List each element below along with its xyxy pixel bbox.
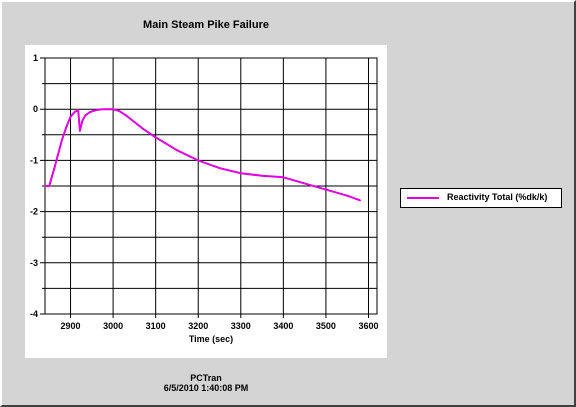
series-line (45, 108, 361, 202)
data-point (261, 174, 264, 177)
data-point (97, 108, 100, 111)
data-point (154, 136, 157, 139)
chart-title: Main Steam Pike Failure (143, 19, 269, 31)
data-point (114, 108, 117, 111)
x-tick-label: 3100 (146, 321, 166, 331)
data-point (53, 167, 56, 170)
data-point (141, 127, 144, 130)
x-tick-label: 3500 (316, 321, 336, 331)
data-point (77, 109, 80, 112)
data-point (303, 182, 306, 185)
data-point (65, 126, 68, 129)
footer-timestamp: 6/5/2010 1:40:08 PM (163, 383, 249, 393)
plot-area: -4 -3 -2 -1 0 1 2900 3000 3100 3200 3300 3400 3500 36… (25, 45, 387, 358)
data-point (88, 111, 91, 114)
data-point (324, 188, 327, 191)
data-point (105, 108, 108, 111)
data-point (50, 177, 53, 180)
y-tick-label: -2 (30, 207, 38, 217)
x-tick-label: 3400 (273, 321, 293, 331)
legend-swatch (407, 197, 439, 199)
data-point (56, 154, 59, 157)
data-point (282, 176, 285, 179)
data-point (109, 108, 112, 111)
legend-label: Reactivity Total (%dk/k) (447, 192, 548, 202)
x-tick-label: 3000 (103, 321, 123, 331)
data-point (239, 172, 242, 175)
y-tick-label: 0 (33, 104, 38, 114)
data-point (218, 167, 221, 170)
data-point (78, 129, 81, 132)
data-point (175, 149, 178, 152)
data-point (44, 185, 46, 187)
y-tick-label: -3 (30, 258, 38, 268)
data-point (101, 108, 104, 111)
data-point (124, 114, 127, 117)
data-point (73, 110, 76, 113)
legend: Reactivity Total (%dk/k) (400, 188, 562, 208)
x-tick-label: 2900 (61, 321, 81, 331)
y-tick-label: -1 (30, 155, 38, 165)
x-tick-label: 3300 (231, 321, 251, 331)
data-point (48, 185, 51, 187)
x-tick-label: 3200 (188, 321, 208, 331)
data-point (346, 194, 349, 197)
data-point (92, 109, 95, 112)
data-point (118, 110, 121, 113)
data-point (84, 114, 87, 117)
line-chart: -4 -3 -2 -1 0 1 2900 3000 3100 3200 3300 3400 3500 36… (30, 53, 379, 344)
y-tick-label: -4 (30, 309, 38, 319)
footer-source: PCTran (190, 373, 222, 383)
y-tick-label: 1 (33, 53, 38, 63)
x-tick-label: 3600 (358, 321, 378, 331)
data-point (133, 121, 136, 123)
data-point (81, 119, 84, 122)
data-point (61, 138, 64, 141)
data-point (197, 159, 200, 162)
data-point (69, 115, 72, 118)
data-point (358, 199, 361, 202)
x-axis-label: Time (sec) (189, 334, 233, 344)
